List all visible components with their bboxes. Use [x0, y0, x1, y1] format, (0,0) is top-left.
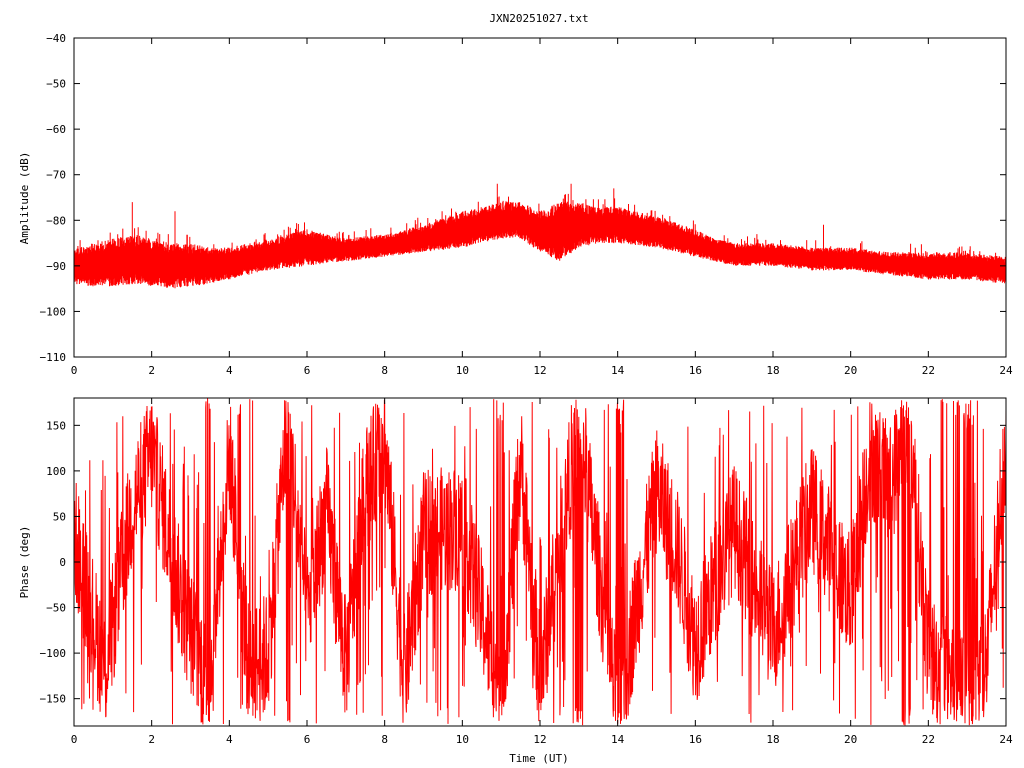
phase-y-tick-label: −50 [46, 602, 66, 615]
phase-y-tick-label: 0 [59, 556, 66, 569]
phase-panel: 0 2 4 6 8 10 12 14 16 18 20 22 24−150−100−5005010015… [18, 397, 1013, 765]
phase-y-tick-label: −100 [40, 647, 67, 660]
amplitude-x-tick-label: 4 [226, 364, 233, 377]
amplitude-x-tick-label: 2 [148, 364, 155, 377]
phase-x-tick-label: 22 [922, 733, 935, 746]
amplitude-panel: 0 2 4 6 8 10 12 14 16 18 20 22 24−110−100−90−80−70−6… [18, 32, 1013, 377]
phase-y-axis-label: Phase (deg) [18, 526, 31, 599]
amplitude-y-tick-label: −80 [46, 214, 66, 227]
phase-series [74, 398, 1006, 726]
phase-x-tick-label: 8 [381, 733, 388, 746]
phase-x-tick-label: 18 [766, 733, 779, 746]
amplitude-y-tick-label: −40 [46, 32, 66, 45]
amplitude-x-tick-label: 0 [71, 364, 78, 377]
phase-x-tick-label: 10 [456, 733, 469, 746]
phase-axis-ticks: 0 2 4 6 8 10 12 14 16 18 20 22 24−150−100−5005010015… [40, 398, 1013, 746]
amplitude-trace [73, 183, 1007, 289]
phase-x-tick-label: 14 [611, 733, 625, 746]
amplitude-y-tick-label: −70 [46, 169, 66, 182]
amplitude-y-tick-label: −100 [40, 305, 67, 318]
amplitude-x-tick-label: 12 [533, 364, 546, 377]
phase-x-tick-label: 6 [304, 733, 311, 746]
amplitude-x-tick-label: 22 [922, 364, 935, 377]
amplitude-axis-ticks: 0 2 4 6 8 10 12 14 16 18 20 22 24−110−100−90−80−70−6… [40, 32, 1013, 377]
amplitude-y-tick-label: −50 [46, 78, 66, 91]
amplitude-y-axis-label: Amplitude (dB) [18, 152, 31, 245]
amplitude-series [73, 183, 1007, 289]
amplitude-y-tick-label: −60 [46, 123, 66, 136]
amplitude-y-tick-label: −110 [40, 351, 67, 364]
phase-y-tick-label: 50 [53, 510, 66, 523]
phase-x-tick-label: 12 [533, 733, 546, 746]
time-x-axis-label: Time (UT) [509, 752, 569, 765]
amplitude-y-tick-label: −90 [46, 260, 66, 273]
amplitude-plot-frame [73, 37, 1007, 358]
phase-x-tick-label: 24 [999, 733, 1013, 746]
phase-x-tick-label: 16 [689, 733, 702, 746]
amplitude-x-tick-label: 14 [611, 364, 625, 377]
phase-x-tick-label: 2 [148, 733, 155, 746]
phase-trace [74, 398, 1006, 726]
chart-title: JXN20251027.txt [489, 12, 588, 25]
amplitude-x-tick-label: 18 [766, 364, 779, 377]
amplitude-x-tick-label: 6 [304, 364, 311, 377]
phase-y-tick-label: 150 [46, 419, 66, 432]
phase-y-tick-label: 100 [46, 465, 66, 478]
phase-x-tick-label: 20 [844, 733, 857, 746]
amplitude-x-tick-label: 24 [999, 364, 1013, 377]
phase-x-tick-label: 4 [226, 733, 233, 746]
amplitude-x-tick-label: 10 [456, 364, 469, 377]
phase-x-tick-label: 0 [71, 733, 78, 746]
phase-y-tick-label: −150 [40, 693, 67, 706]
amplitude-x-tick-label: 20 [844, 364, 857, 377]
amplitude-x-tick-label: 16 [689, 364, 702, 377]
amplitude-x-tick-label: 8 [381, 364, 388, 377]
